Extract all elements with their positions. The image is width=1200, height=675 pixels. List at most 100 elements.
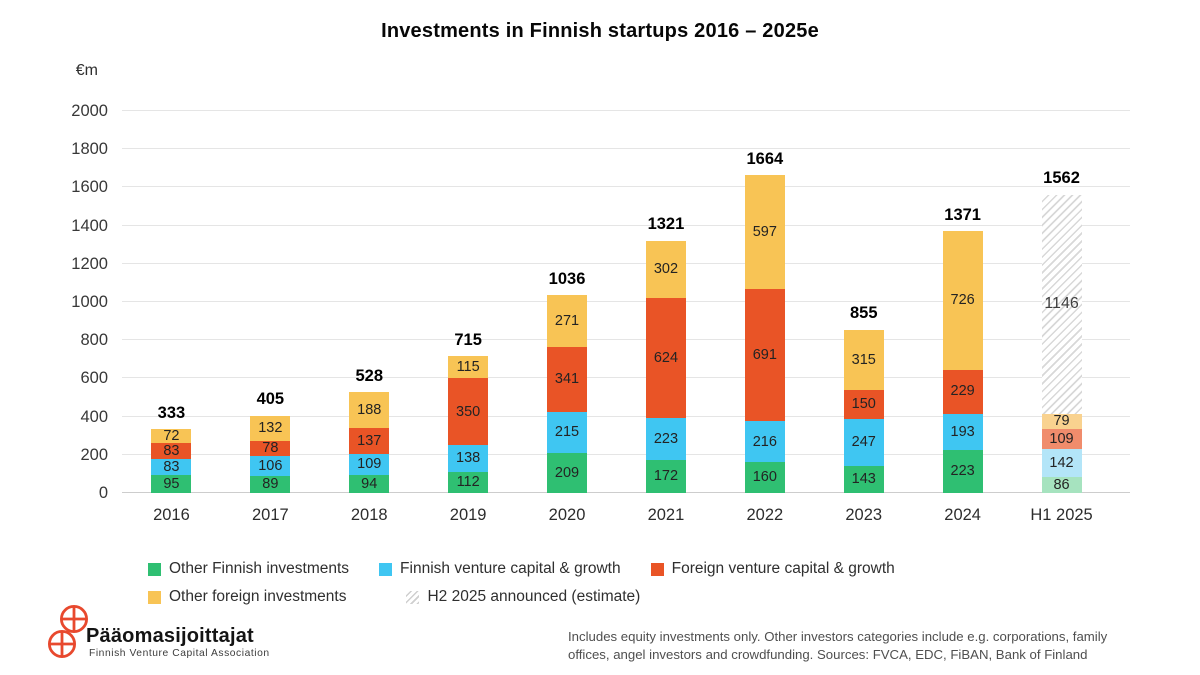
bar-segment: 72	[151, 429, 192, 444]
fvca-logo: Pääomasijoittajat Finnish Venture Capita…	[48, 604, 388, 666]
bar-segment: 215	[547, 412, 588, 454]
segment-value-label: 150	[851, 395, 876, 412]
segment-value-label: 138	[456, 450, 481, 467]
bar-segment: 271	[547, 295, 588, 347]
bar-segment: 132	[250, 415, 291, 441]
logo-title: Pääomasijoittajat	[86, 625, 254, 647]
segment-value-label: 86	[1053, 476, 1070, 493]
bar-segment: 624	[645, 298, 686, 418]
segment-value-label: 216	[752, 433, 777, 450]
legend-item: H2 2025 announced (estimate)	[406, 588, 640, 606]
gridline-1800	[122, 148, 1130, 150]
legend-label: Foreign venture capital & growth	[671, 560, 895, 577]
bar-total-label: 855	[849, 304, 878, 323]
bar-segment: 115	[448, 356, 489, 379]
stacked-bar: 223 193 229 726 1371	[942, 207, 983, 493]
bar-total-label: 1371	[944, 205, 981, 224]
bar-segment: 94	[349, 475, 390, 493]
x-axis-label: 2016	[153, 506, 190, 524]
bar-column-2017: 89 106 78 132 405 2017	[221, 111, 320, 524]
segment-value-label: 83	[163, 458, 180, 475]
bar-column-h1-2025: 86 142 109 79 1146 1562 H1 2025	[1012, 111, 1111, 524]
segment-value-label: 95	[163, 475, 180, 492]
segment-value-label: 315	[851, 351, 876, 368]
legend-row-1: Other Finnish investments Finnish venture…	[148, 560, 895, 578]
legend-label: Other foreign investments	[169, 588, 347, 605]
segment-value-label: 109	[1049, 430, 1074, 447]
bar-segment: 302	[645, 240, 686, 299]
gridline-1600	[122, 186, 1130, 188]
x-axis-label: 2022	[746, 506, 784, 524]
segment-value-label: 209	[554, 464, 580, 481]
segment-value-label: 188	[357, 401, 382, 418]
segment-value-label: 271	[554, 312, 580, 329]
bar-segment: 109	[349, 454, 390, 476]
bar-segment: 597	[744, 175, 785, 290]
y-axis-tick-1800: 1800	[71, 140, 108, 159]
stacked-bar: 160 216 691 597 1664	[744, 151, 785, 493]
bar-segment: 78	[250, 440, 291, 457]
segment-value-label: 215	[554, 424, 580, 441]
bar-segment: 112	[448, 471, 489, 493]
segment-value-label: 624	[653, 349, 679, 366]
plot-area: 95 83 83 72 333 2016 89 106 78 132 405 2017 94 109 137…	[122, 110, 1130, 524]
bar-total-label: 405	[256, 390, 285, 409]
bar-segment: 209	[547, 453, 588, 493]
segment-value-label: 691	[752, 346, 777, 363]
segment-value-label: 78	[262, 440, 279, 457]
y-axis-tick-800: 800	[80, 331, 108, 350]
y-axis-tick-1400: 1400	[71, 216, 108, 235]
segment-value-label: 172	[653, 468, 679, 485]
gridline-800	[122, 339, 1130, 341]
x-axis-label: 2017	[251, 506, 289, 524]
legend-swatch-icon	[650, 562, 664, 576]
stacked-bar: 95 83 83 72 333	[151, 405, 192, 493]
bar-segment: 83	[151, 458, 192, 475]
bar-column-2021: 172 223 624 302 1321 2021	[617, 111, 716, 524]
segment-value-label: 597	[752, 223, 777, 240]
bar-column-2024: 223 193 229 726 1371 2024	[913, 111, 1012, 524]
page-title: Investments in Finnish startups 2016 – 2…	[381, 20, 819, 42]
segment-value-label: 89	[262, 476, 279, 493]
segment-value-label: 143	[851, 471, 876, 488]
x-axis-label: 2021	[647, 506, 685, 524]
bar-segment: 138	[448, 445, 489, 472]
y-axis-tick-1000: 1000	[71, 293, 108, 311]
bar-segment: 726	[942, 231, 983, 370]
bar-segment: 691	[744, 289, 785, 422]
y-axis-tick-600: 600	[80, 369, 108, 388]
bar-total-label: 528	[355, 366, 383, 385]
bar-segment: 172	[645, 460, 686, 493]
bar-segment: 315	[843, 329, 884, 390]
segment-value-label: 726	[950, 292, 975, 309]
legend-item: Foreign venture capital & growth	[650, 560, 895, 578]
bar-segment: 247	[843, 418, 884, 466]
legend-row-2: Other foreign investments H2 2025 announc…	[148, 588, 640, 606]
segment-value-label: 83	[163, 442, 180, 459]
bar-segment: 341	[547, 346, 588, 413]
bar-segment: 89	[250, 476, 291, 493]
segment-value-label: 247	[851, 433, 876, 450]
segment-value-label: 106	[258, 457, 283, 474]
legend-swatch-hatch-icon	[406, 590, 420, 604]
bar-segment: 150	[843, 389, 884, 419]
gridline-0	[122, 492, 1130, 493]
gridline-200	[122, 453, 1130, 455]
bar-column-2016: 95 83 83 72 333 2016	[122, 111, 221, 524]
bar-segment: 193	[942, 413, 983, 451]
gridline-1200	[122, 262, 1130, 264]
segment-value-label: 223	[653, 430, 679, 447]
gridline-400	[122, 415, 1130, 417]
stacked-bar: 172 223 624 302 1321	[645, 216, 686, 493]
bar-segment: 83	[151, 442, 192, 460]
gridline-600	[122, 377, 1130, 379]
bar-total-label: 1664	[746, 149, 784, 168]
bar-column-2018: 94 109 137 188 528 2018	[320, 111, 419, 524]
y-axis-unit-label: €m	[75, 62, 98, 79]
segment-value-label: 223	[950, 463, 975, 480]
gridline-2000	[122, 110, 1130, 111]
logo-subtitle: Finnish Venture Capital Association	[89, 648, 270, 659]
bar-segment: 223	[942, 450, 983, 493]
stacked-bar: 94 109 137 188 528	[349, 368, 390, 493]
stacked-bar: 89 106 78 132 405	[250, 391, 291, 493]
